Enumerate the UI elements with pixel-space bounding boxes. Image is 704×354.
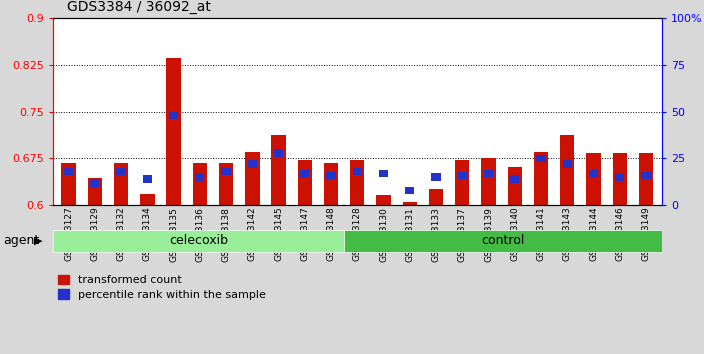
Bar [534,152,548,205]
Bar [379,170,388,177]
Bar [64,168,73,175]
Bar [510,175,520,183]
Bar [140,194,154,205]
Bar [166,58,181,205]
Bar [455,160,470,205]
Text: agent: agent [4,234,39,247]
Bar [639,153,653,205]
Bar [114,163,128,205]
Bar [458,172,467,179]
Bar [403,202,417,205]
Bar [327,172,336,179]
Bar [641,172,650,179]
Text: ▶: ▶ [34,236,42,246]
Bar [87,178,102,205]
Bar [324,163,338,205]
Bar [377,195,391,205]
Bar [615,173,624,181]
Bar [143,175,152,183]
Bar [219,163,233,205]
Text: control: control [482,234,524,247]
Bar [482,158,496,205]
Bar [612,153,627,205]
Bar [589,170,598,177]
Bar [353,168,362,175]
Bar [193,163,207,205]
Bar [169,112,178,119]
Bar [116,168,126,175]
Bar [429,189,444,205]
Bar [245,152,260,205]
Text: celecoxib: celecoxib [169,234,228,247]
Bar [271,135,286,205]
Bar [536,155,546,162]
Bar [274,149,283,156]
Bar [560,135,574,205]
Bar [350,160,365,205]
Bar [195,173,204,181]
Bar [221,168,231,175]
Bar [405,187,415,194]
Text: GDS3384 / 36092_at: GDS3384 / 36092_at [67,0,210,14]
Bar [300,170,310,177]
Bar [508,166,522,205]
Bar [586,153,601,205]
Bar [61,163,76,205]
Bar [53,230,344,252]
Bar [298,160,312,205]
Bar [484,170,494,177]
Bar [248,160,257,168]
Bar [432,173,441,181]
Bar [562,160,572,168]
Bar [90,179,99,187]
Bar [344,230,662,252]
Legend: transformed count, percentile rank within the sample: transformed count, percentile rank withi… [58,275,266,300]
